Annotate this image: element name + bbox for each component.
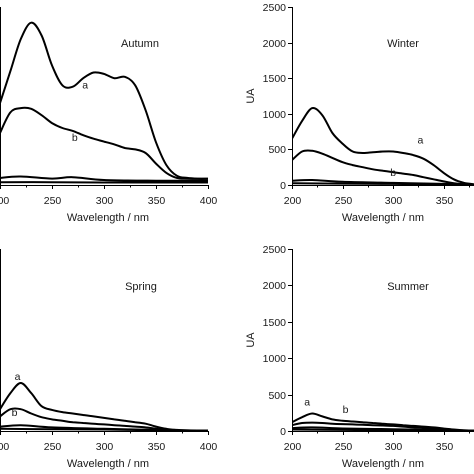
x-tick-label: 250	[44, 195, 62, 207]
series-line-3	[0, 427, 208, 431]
series-line-3	[292, 428, 474, 431]
y-tick-label: 1000	[263, 353, 287, 365]
curve-label-b: b	[72, 132, 78, 144]
y-tick-label: 2000	[263, 280, 287, 292]
panel-title: Autumn	[121, 38, 159, 50]
panel-autumn: 200 250 300 350 400 Wavelength / nm Autumn a b	[0, 7, 217, 224]
x-tick-label: 350	[148, 441, 166, 453]
panel-spring: 200 250 300 350 400 Wavelength / nm Spring a b	[0, 249, 217, 470]
y-tick-label: 2500	[263, 2, 287, 14]
x-tick-label: 250	[44, 441, 62, 453]
series-line-a	[292, 106, 474, 185]
x-tick-label: 350	[436, 195, 454, 207]
panel-title: Spring	[125, 281, 157, 293]
x-tick-label: 300	[385, 195, 403, 207]
x-tick-label: 300	[96, 195, 114, 207]
x-tick-label: 250	[335, 195, 353, 207]
x-tick-label: 200	[284, 441, 302, 453]
y-tick-label: 0	[280, 426, 286, 438]
x-tick-label: 300	[385, 441, 403, 453]
series-line-b	[292, 149, 474, 185]
x-tick-label: 200	[0, 441, 9, 453]
curve-label-a: a	[82, 80, 88, 92]
x-tick-label: 300	[96, 441, 114, 453]
curve-label-a: a	[417, 135, 423, 147]
series-line-2	[0, 175, 208, 182]
panel-winter: 200 250 300 350 0 500 1000 1500 2000 2500 Waveleng…	[245, 2, 474, 224]
y-axis-title: UA	[245, 88, 257, 104]
x-axis-title: Wavelength / nm	[342, 458, 424, 470]
x-tick-label: 400	[200, 195, 218, 207]
curve-label-b: b	[12, 407, 18, 419]
y-tick-label: 1500	[263, 73, 287, 85]
series-line-a	[0, 21, 208, 180]
series-line-b	[0, 407, 208, 431]
x-tick-label: 250	[335, 441, 353, 453]
x-tick-label: 350	[436, 441, 454, 453]
panel-summer: 200 250 300 350 0 500 1000 1500 2000 2500 Waveleng…	[245, 244, 474, 470]
y-tick-label: 2000	[263, 38, 287, 50]
x-tick-label: 400	[200, 441, 218, 453]
y-tick-label: 500	[268, 390, 286, 402]
x-axis-title: Wavelength / nm	[342, 212, 424, 224]
y-tick-label: 0	[280, 180, 286, 192]
x-tick-label: 200	[284, 195, 302, 207]
panel-title: Summer	[387, 281, 429, 293]
x-tick-label: 200	[0, 195, 9, 207]
y-tick-label: 2500	[263, 244, 287, 256]
series-line-3	[292, 182, 474, 185]
curve-label-b: b	[390, 167, 396, 179]
y-tick-label: 1000	[263, 109, 287, 121]
x-axis-title: Wavelength / nm	[67, 458, 149, 470]
curve-label-b: b	[343, 404, 349, 416]
x-axis-title: Wavelength / nm	[67, 212, 149, 224]
curve-label-a: a	[304, 397, 310, 409]
curve-label-a: a	[15, 371, 21, 383]
series-line-b	[0, 106, 208, 180]
x-tick-label: 350	[148, 195, 166, 207]
y-tick-label: 500	[268, 144, 286, 156]
y-axis-title: UA	[245, 332, 257, 348]
y-tick-label: 1500	[263, 317, 287, 329]
panel-title: Winter	[387, 38, 419, 50]
